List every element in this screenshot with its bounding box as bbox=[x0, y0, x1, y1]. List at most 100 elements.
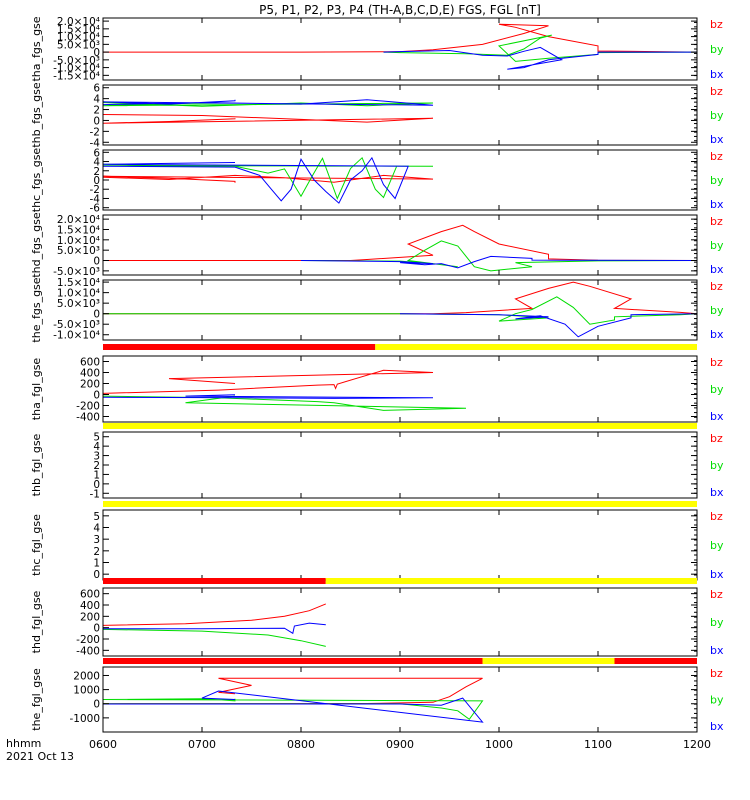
status-bar-segment bbox=[103, 423, 697, 429]
legend-by: by bbox=[710, 109, 724, 122]
y-tick-label: 5 bbox=[93, 432, 100, 444]
legend-by: by bbox=[710, 174, 724, 187]
x-tick-label: 0600 bbox=[89, 738, 117, 751]
time-axis-label-line1: hhmm bbox=[6, 737, 41, 750]
y-tick-label: 5.0×10³ bbox=[57, 298, 100, 310]
x-tick-label: 0800 bbox=[287, 738, 315, 751]
plot-frame bbox=[102, 214, 698, 276]
y-tick-label: -200 bbox=[76, 401, 100, 413]
y-tick-label: 400 bbox=[80, 368, 100, 380]
y-tick-label: 4 bbox=[93, 523, 100, 535]
y-tick-label: -5.0×10³ bbox=[53, 266, 100, 278]
y-tick-label: 6 bbox=[93, 83, 100, 95]
series-by bbox=[103, 698, 484, 721]
y-tick-label: 4 bbox=[93, 157, 100, 169]
panel-the_fgl_gse: 2000 1000 0 -1000 the_fgl_gse bz by bx bbox=[30, 658, 724, 733]
status-bar-segment bbox=[103, 578, 326, 584]
series-bz bbox=[103, 603, 326, 626]
y-axis-label: thb_fgl_gse bbox=[30, 433, 43, 496]
y-tick-label: 0 bbox=[93, 390, 100, 402]
time-axis: 0600 0700 0800 0900 1000 1100 1200 bbox=[89, 738, 711, 751]
legend-bx: bx bbox=[710, 263, 724, 276]
panels: 2.0×10⁴1.5×10⁴1.0×10⁴5.0×10³0-5.0×10³-1.… bbox=[30, 16, 724, 733]
plot-frame bbox=[102, 509, 698, 581]
x-tick-label: 0900 bbox=[386, 738, 414, 751]
legend-bz: bz bbox=[710, 150, 723, 163]
x-tick-label: 1000 bbox=[485, 738, 513, 751]
legend-bx: bx bbox=[710, 198, 724, 211]
y-axis-label: thd_fgs_gse bbox=[30, 212, 43, 278]
y-axis-label: the_fgl_gse bbox=[30, 668, 43, 731]
plot-frame bbox=[102, 587, 698, 657]
series-bx bbox=[103, 394, 434, 399]
series-bx bbox=[103, 690, 484, 723]
legend-bz: bz bbox=[710, 510, 723, 523]
plot-frame bbox=[102, 431, 698, 499]
series-bx bbox=[103, 156, 409, 204]
y-tick-label: 5.0×10³ bbox=[57, 245, 100, 257]
legend-bx: bx bbox=[710, 68, 724, 81]
legend-by: by bbox=[710, 694, 724, 707]
y-tick-label: 1.5×10⁴ bbox=[57, 224, 100, 236]
plot-frame bbox=[102, 279, 698, 341]
legend-bz: bz bbox=[710, 667, 723, 680]
y-tick-label: 600 bbox=[80, 589, 100, 601]
y-tick-label: -2 bbox=[90, 184, 100, 196]
status-bar-segment bbox=[614, 658, 697, 664]
y-tick-label: 4 bbox=[93, 94, 100, 106]
series-bz bbox=[103, 281, 697, 315]
y-tick-label: 1.0×10⁴ bbox=[57, 288, 100, 300]
legend-bz: bz bbox=[710, 356, 723, 369]
y-tick-label: -1.0×10⁴ bbox=[53, 63, 100, 75]
y-tick-label: 1.5×10⁴ bbox=[57, 24, 100, 36]
y-axis-label: thb_fgs_gse bbox=[30, 82, 43, 148]
plot-frame bbox=[102, 355, 698, 423]
y-tick-label: 200 bbox=[80, 379, 100, 391]
status-bar-segment bbox=[482, 658, 615, 664]
legend-bx: bx bbox=[710, 410, 724, 423]
y-tick-label: 0 bbox=[93, 699, 100, 711]
legend-bx: bx bbox=[710, 486, 724, 499]
legend-by: by bbox=[710, 304, 724, 317]
series-by bbox=[103, 395, 467, 411]
series-bx bbox=[399, 313, 697, 338]
plot-frame bbox=[102, 149, 698, 211]
y-tick-label: -5.0×10³ bbox=[53, 55, 100, 67]
y-tick-label: 3 bbox=[93, 451, 100, 463]
legend-bx: bx bbox=[710, 568, 724, 581]
y-tick-label: 1 bbox=[93, 558, 100, 570]
series-bx bbox=[383, 46, 697, 70]
series-bz bbox=[103, 369, 434, 394]
y-tick-label: 0 bbox=[93, 479, 100, 491]
status-bar-segment bbox=[103, 501, 697, 507]
y-tick-label: -1 bbox=[90, 488, 100, 500]
y-tick-label: 1 bbox=[93, 469, 100, 481]
legend-by: by bbox=[710, 616, 724, 629]
y-tick-label: -5.0×10³ bbox=[53, 319, 100, 331]
x-tick-label: 0700 bbox=[188, 738, 216, 751]
y-axis-label: thc_fgs_gse bbox=[30, 148, 43, 213]
legend-bz: bz bbox=[710, 215, 723, 228]
legend-bz: bz bbox=[710, 18, 723, 31]
y-tick-label: 2 bbox=[93, 166, 100, 178]
y-tick-label: 2 bbox=[93, 105, 100, 117]
y-tick-label: -200 bbox=[76, 634, 100, 646]
y-tick-label: 2000 bbox=[73, 670, 100, 682]
series-bz bbox=[103, 114, 434, 124]
panel-tha_fgs_gse: 2.0×10⁴1.5×10⁴1.0×10⁴5.0×10³0-5.0×10³-1.… bbox=[30, 16, 724, 82]
y-tick-label: -1.0×10⁴ bbox=[53, 330, 100, 342]
legend-bz: bz bbox=[710, 280, 723, 293]
legend-bz: bz bbox=[710, 588, 723, 601]
y-tick-label: -6 bbox=[90, 203, 101, 215]
time-axis-label-line2: 2021 Oct 13 bbox=[6, 750, 74, 763]
figure-title: P5, P1, P2, P3, P4 (TH-A,B,C,D,E) FGS, F… bbox=[259, 3, 541, 17]
y-tick-label: 1.5×10⁴ bbox=[57, 277, 100, 289]
y-tick-label: 0 bbox=[93, 623, 100, 635]
series-bz bbox=[103, 23, 697, 53]
y-tick-label: -4 bbox=[90, 193, 101, 205]
series-bx bbox=[103, 99, 434, 106]
